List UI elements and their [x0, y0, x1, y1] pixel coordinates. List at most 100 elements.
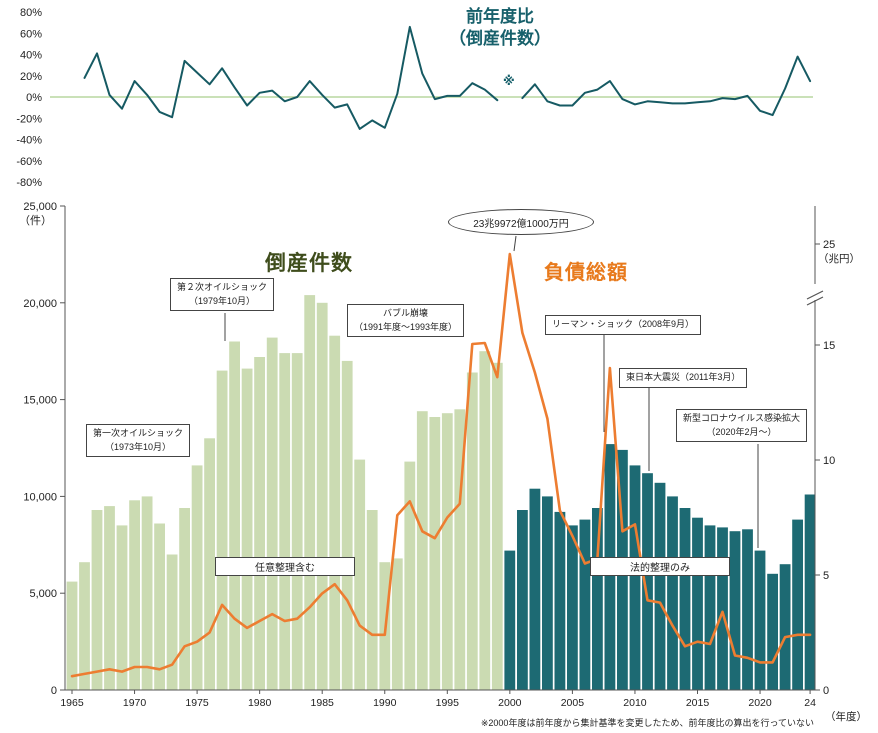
x-axis-tick-label: 1980 — [248, 697, 272, 709]
bar-1967 — [91, 510, 103, 690]
bar-1996 — [454, 409, 466, 690]
bar-1989 — [366, 510, 378, 690]
bar-1972 — [154, 523, 165, 690]
yoy-title-line1: 前年度比 — [466, 7, 534, 26]
right-axis-tick-label: 0 — [823, 685, 829, 697]
annotation-earthquake: 東日本大震災（2011年3月） — [619, 368, 748, 388]
annotation-text: 新型コロナウイルス感染拡大 — [683, 413, 801, 423]
bar-1988 — [354, 459, 366, 690]
bar-2003 — [542, 496, 553, 690]
bar-1997 — [466, 372, 478, 690]
x-axis-tick-label: 1975 — [185, 697, 209, 709]
x-axis-tick-label: 1970 — [123, 697, 147, 709]
footnote: ※2000年度は前年度から集計基準を変更したため、前年度比の算出を行っていない — [480, 718, 814, 728]
top-axis-tick-label: 0% — [26, 92, 42, 104]
x-axis-tick-label: 1995 — [436, 697, 460, 709]
bar-1971 — [141, 496, 153, 690]
bar-1970 — [129, 500, 140, 690]
bar-2000 — [504, 550, 516, 690]
bar-2019 — [742, 529, 753, 690]
right-axis-tick-label: 10 — [823, 455, 835, 467]
bar-1993 — [416, 411, 428, 690]
annotation-first-oil-shock: 第一次オイルショック （1973年10月） — [86, 424, 191, 457]
annotation-text: 任意整理含む — [255, 563, 315, 574]
annotation-text: （1979年10月） — [188, 295, 256, 306]
left-axis-tick-label: 15,000 — [23, 395, 57, 407]
scope-label-legal: 法的整理のみ — [590, 557, 730, 576]
bar-2001 — [517, 510, 528, 690]
debt-total-line — [70, 252, 812, 678]
bar-2017 — [717, 527, 728, 690]
bankruptcy-bars-series — [66, 295, 816, 690]
bar-2002 — [529, 488, 541, 690]
bar-1980 — [254, 357, 265, 690]
bar-2023 — [792, 519, 803, 690]
bar-1975 — [191, 465, 203, 690]
bar-1966 — [79, 562, 90, 690]
x-axis-unit: （年度） — [825, 710, 867, 723]
top-axis-tick-label: -20% — [16, 113, 42, 125]
bar-2022 — [779, 564, 791, 690]
total-debt-label: 負債総額 — [544, 262, 628, 284]
x-axis-tick-label: 1985 — [311, 697, 335, 709]
right-axis-unit: （兆円） — [818, 253, 860, 265]
bar-1969 — [116, 525, 128, 690]
top-axis-tick-label: 60% — [20, 28, 42, 40]
x-axis-tick-label: 2010 — [623, 697, 647, 709]
x-axis-tick-label: 2015 — [686, 697, 710, 709]
yoy-line — [83, 25, 812, 130]
bar-1987 — [341, 360, 353, 690]
top-axis-tick-label: 40% — [20, 50, 42, 62]
top-axis-tick-label: -80% — [16, 177, 42, 189]
left-axis-tick-label: 20,000 — [23, 298, 57, 310]
annotation-text: （1973年10月） — [104, 441, 172, 452]
bar-2016 — [704, 525, 716, 690]
bar-2004 — [554, 511, 566, 690]
yoy-panel-title: 前年度比 （倒産件数） — [430, 6, 570, 50]
bar-2020 — [754, 550, 766, 690]
bar-1984 — [304, 295, 316, 690]
bar-2007 — [592, 508, 603, 690]
annotation-text: 第一次オイルショック — [93, 428, 184, 438]
bar-2005 — [567, 525, 578, 690]
yoy-line-series — [83, 25, 812, 130]
bar-1992 — [404, 461, 416, 690]
bar-2014 — [679, 508, 691, 690]
x-axis-tick-label: 2000 — [498, 697, 522, 709]
annotation-lehman-shock: リーマン・ショック（2008年9月） — [545, 315, 702, 335]
bar-1998 — [479, 351, 491, 690]
yoy-title-line2: （倒産件数） — [449, 29, 551, 49]
bar-1982 — [279, 353, 291, 690]
left-axis-tick-label: 0 — [51, 685, 57, 697]
annotation-text: 23兆9972億1000万円 — [473, 218, 569, 230]
annotation-covid: 新型コロナウイルス感染拡大 （2020年2月～） — [676, 409, 808, 442]
right-axis-tick-label: 5 — [823, 570, 829, 582]
bar-2015 — [692, 517, 703, 690]
axis-break-mark — [806, 290, 824, 300]
x-axis-tick-label: 1965 — [60, 697, 84, 709]
annotation-bubble-collapse: バブル崩壊 （1991年度～1993年度） — [347, 304, 465, 337]
bar-1979 — [241, 368, 253, 690]
left-axis-tick-label: 25,000 — [23, 201, 57, 213]
x-axis-tick-label: 2020 — [748, 697, 772, 709]
bar-1999 — [491, 362, 503, 690]
bar-1985 — [316, 302, 328, 690]
bar-2018 — [729, 531, 741, 690]
yoy-gap-marker: ※ — [503, 74, 515, 88]
bar-1978 — [229, 341, 240, 690]
axes: 80% 60% 40% 20% 0% -20% -40% -60% -80% 0 5,000 10,0… — [16, 7, 867, 723]
annotation-text: リーマン・ショック（2008年9月） — [552, 319, 695, 329]
x-axis-tick-label: 1990 — [373, 697, 397, 709]
annotation-leaders — [224, 235, 759, 548]
bar-2024 — [804, 494, 816, 690]
bar-2013 — [667, 496, 678, 690]
left-axis-tick-label: 10,000 — [23, 491, 57, 503]
axis-break-mark — [806, 296, 824, 306]
bar-1974 — [179, 508, 190, 690]
bar-1977 — [216, 370, 228, 690]
annotation-text: バブル崩壊 — [383, 308, 429, 318]
top-axis-tick-label: -40% — [16, 135, 42, 147]
bar-1994 — [429, 417, 441, 690]
